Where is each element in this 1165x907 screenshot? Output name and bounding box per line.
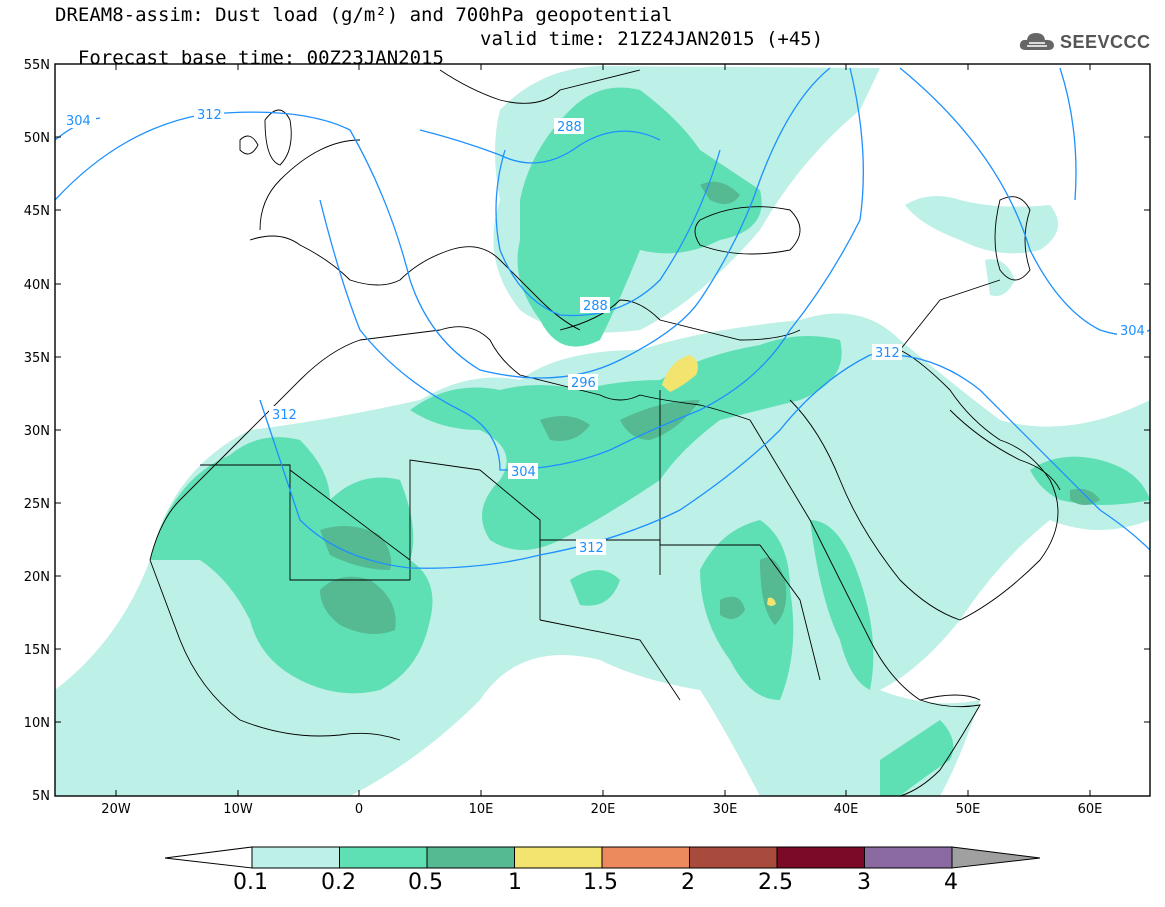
contour-label: 304 bbox=[1120, 324, 1145, 339]
lon-label: 20E bbox=[591, 802, 616, 817]
logo-text: SEEVCCC bbox=[1060, 31, 1151, 52]
lat-label: 55N bbox=[24, 58, 50, 73]
geopotential-contours bbox=[55, 67, 1150, 569]
colorbar-tick: 2.5 bbox=[758, 870, 793, 895]
colorbar-bin bbox=[689, 846, 778, 869]
lat-label: 5N bbox=[32, 789, 50, 804]
contour-label: 304 bbox=[66, 114, 91, 129]
lat-label: 40N bbox=[24, 278, 50, 293]
lat-label: 50N bbox=[24, 131, 50, 146]
contour-label: 304 bbox=[511, 465, 536, 480]
colorbar-tick: 4 bbox=[944, 870, 958, 895]
lat-label: 35N bbox=[24, 351, 50, 366]
dust-shading bbox=[55, 66, 1150, 796]
colorbar-tick: 3 bbox=[857, 870, 871, 895]
colorbar bbox=[164, 846, 1041, 869]
valid-time: valid time: 21Z24JAN2015 (+45) bbox=[480, 28, 824, 50]
colorbar-tick: 0.1 bbox=[233, 870, 268, 895]
colorbar-tick: 2 bbox=[681, 870, 695, 895]
contour-label: 296 bbox=[571, 376, 596, 391]
lat-label: 30N bbox=[24, 424, 50, 439]
map-title: DREAM8-assim: Dust load (g/m²) and 700hP… bbox=[55, 4, 673, 26]
cloud-icon bbox=[1019, 33, 1054, 50]
colorbar-over-arrow bbox=[951, 846, 1041, 869]
latitude-axis: 55N 50N 45N 40N 35N 30N 25N 20N 15N 10N … bbox=[24, 58, 1150, 804]
colorbar-under-arrow bbox=[164, 846, 253, 869]
contour-labels: 304 312 288 288 296 304 312 312 312 304 bbox=[64, 106, 1147, 556]
colorbar-tick: 0.5 bbox=[408, 870, 443, 895]
forecast-times: Forecast base time: 00Z23JAN2015 valid t… bbox=[55, 30, 823, 87]
contour-label: 312 bbox=[875, 346, 900, 361]
lon-label: 10W bbox=[223, 802, 253, 817]
lon-label: 60E bbox=[1078, 802, 1103, 817]
lat-label: 15N bbox=[24, 643, 50, 658]
dust-band-0.5 bbox=[320, 181, 1100, 634]
colorbar-bin bbox=[514, 846, 603, 869]
colorbar-bin bbox=[426, 846, 515, 869]
colorbar-bin bbox=[251, 846, 340, 869]
lat-label: 20N bbox=[24, 570, 50, 585]
colorbar-tick: 1.5 bbox=[583, 870, 618, 895]
contour-label: 288 bbox=[557, 120, 582, 135]
contour-label: 312 bbox=[579, 541, 604, 556]
contour-label: 288 bbox=[583, 299, 608, 314]
contour-label: 312 bbox=[197, 108, 222, 123]
lon-label: 40E bbox=[834, 802, 859, 817]
colorbar-bin bbox=[339, 846, 428, 869]
seevccc-logo: SEEVCCC bbox=[1018, 29, 1151, 55]
lon-label: 10E bbox=[469, 802, 494, 817]
colorbar-tick: 0.2 bbox=[321, 870, 356, 895]
lat-label: 10N bbox=[24, 716, 50, 731]
lon-label: 50E bbox=[956, 802, 981, 817]
lon-label: 0 bbox=[355, 802, 363, 817]
lon-label: 20W bbox=[101, 802, 131, 817]
longitude-axis: 20W 10W 0 10E 20E 30E 40E 50E 60E bbox=[101, 64, 1102, 817]
colorbar-bin bbox=[864, 846, 953, 869]
base-time: Forecast base time: 00Z23JAN2015 bbox=[77, 47, 444, 69]
dust-band-1 bbox=[662, 355, 776, 606]
lat-label: 45N bbox=[24, 204, 50, 219]
lat-label: 25N bbox=[24, 497, 50, 512]
contour-label: 312 bbox=[272, 408, 297, 423]
lon-label: 30E bbox=[713, 802, 738, 817]
colorbar-tick: 1 bbox=[508, 870, 522, 895]
colorbar-bin bbox=[776, 846, 865, 869]
colorbar-bin bbox=[601, 846, 690, 869]
